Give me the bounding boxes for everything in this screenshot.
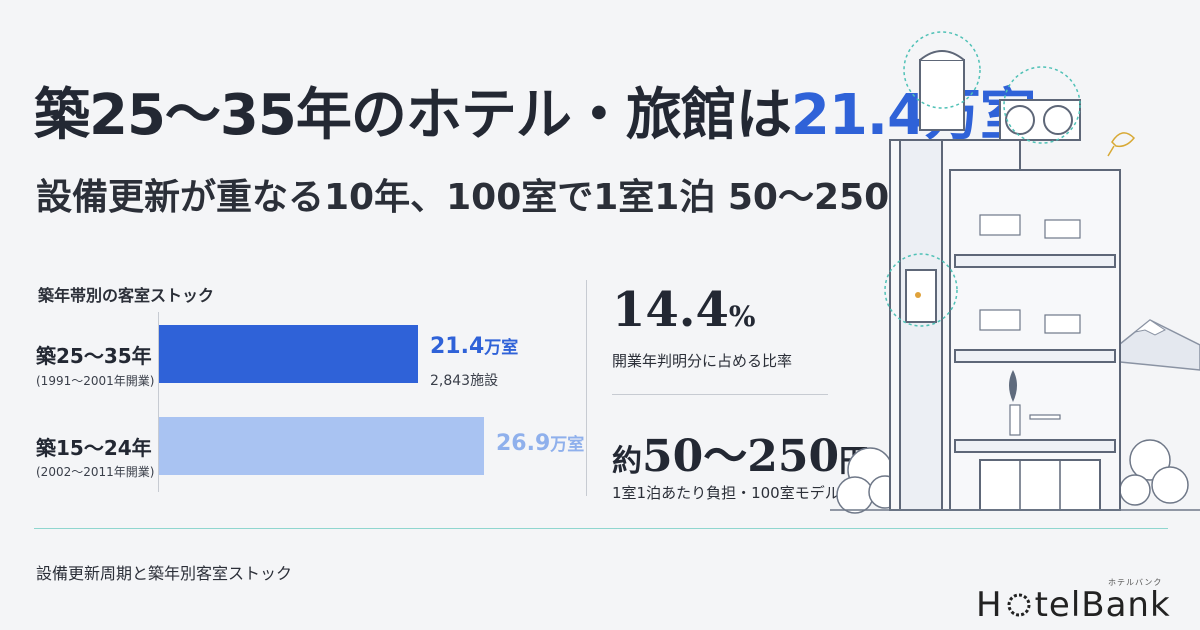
horizontal-divider — [612, 394, 828, 395]
stat-ratio-number: 14.4 — [612, 282, 729, 338]
headline-prefix: 築25〜35年のホテル・旅館は — [34, 83, 792, 148]
row-sub-15-24: (2002〜2011年開業) — [36, 465, 155, 479]
stat-cost-prefix: 約 — [612, 444, 642, 479]
row-sub-25-35: (1991〜2001年開業) — [36, 374, 155, 388]
bar-value-number: 26.9 — [496, 431, 551, 456]
bar-note-facilities: 2,843施設 — [430, 373, 499, 389]
bar-value-25-35: 21.4万室 — [430, 333, 518, 359]
logo-kana: ホテルバンク — [1108, 578, 1163, 587]
stock-chart-title: 築年帯別の客室ストック — [38, 286, 215, 305]
bar-value-15-24: 26.9万室 — [496, 430, 584, 456]
stat-ratio-unit: % — [728, 300, 756, 333]
logo-ring-icon — [1007, 593, 1031, 617]
row-label-25-35: 築25〜35年 — [36, 344, 152, 368]
headline-accent: 21.4万室 — [790, 83, 1036, 148]
bar-value-unit: 万室 — [484, 338, 519, 358]
subhead: 設備更新が重なる10年、100室で1室1泊 50〜250円 — [36, 177, 926, 218]
headline: 築25〜35年のホテル・旅館は21.4万室 — [34, 70, 1036, 151]
stock-bar-15-24 — [159, 417, 484, 475]
bar-value-unit: 万室 — [550, 435, 585, 455]
stat-cost-label: 1室1泊あたり負担・100室モデル — [612, 484, 840, 502]
stock-axis-line — [158, 312, 159, 492]
logo-text-b: telBank — [1034, 585, 1171, 625]
row-label-15-24: 築15〜24年 — [36, 436, 152, 460]
stat-cost-number: 50〜250 — [642, 431, 840, 482]
hotel-building-illustration — [830, 31, 1200, 514]
stat-ratio-label: 開業年判明分に占める比率 — [612, 352, 793, 370]
logo-text-a: H — [976, 585, 1003, 625]
stock-bar-25-35 — [159, 325, 418, 383]
stat-ratio: 14.4% — [612, 282, 756, 338]
vertical-divider — [586, 280, 587, 496]
footer-caption: 設備更新周期と築年別客室ストック — [36, 564, 293, 583]
bar-value-number: 21.4 — [430, 334, 485, 359]
footer-divider — [34, 528, 1168, 529]
